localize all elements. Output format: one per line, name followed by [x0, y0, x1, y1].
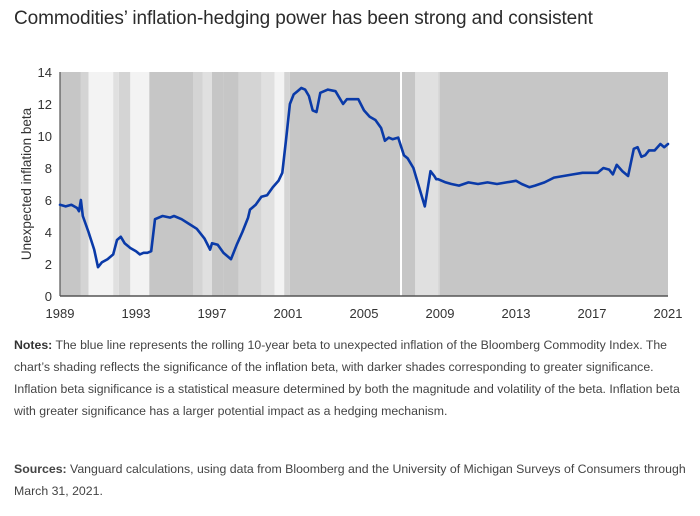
- x-tick-label: 1989: [46, 306, 75, 321]
- shading-band-mid: [438, 72, 440, 296]
- y-tick-label: 14: [38, 65, 52, 80]
- notes-label: Notes:: [14, 338, 53, 352]
- shading-band-dark: [402, 72, 416, 296]
- chart: 0 2 4 6 8 10 12 14 1989 1993 1997 2001 2005 2009 2013…: [19, 65, 683, 321]
- shading-band-mid: [284, 72, 290, 296]
- y-tick-label: 4: [45, 225, 52, 240]
- shading-band-dark: [60, 72, 81, 296]
- y-tick-label: 6: [45, 193, 52, 208]
- x-tick-label: 2013: [502, 306, 531, 321]
- shading-band-dark: [212, 72, 224, 296]
- notes-text: The blue line represents the rolling 10-…: [14, 338, 680, 418]
- shading-band-light: [415, 72, 439, 296]
- shading-band-white: [400, 72, 402, 296]
- y-axis-ticks: 0 2 4 6 8 10 12 14: [38, 65, 52, 304]
- series-group: [58, 86, 670, 269]
- shading-band-lightest: [274, 72, 285, 296]
- shading-band-dark: [149, 72, 193, 296]
- shading-band-dark: [223, 72, 239, 296]
- x-tick-label: 2021: [654, 306, 683, 321]
- y-tick-label: 0: [45, 289, 52, 304]
- sources: Sources: Vanguard calculations, using da…: [14, 458, 694, 502]
- y-tick-label: 12: [38, 97, 52, 112]
- sources-text: Vanguard calculations, using data from B…: [14, 462, 686, 498]
- y-tick-label: 10: [38, 129, 52, 144]
- sources-label: Sources:: [14, 462, 67, 476]
- y-tick-label: 2: [45, 257, 52, 272]
- x-tick-label: 2017: [578, 306, 607, 321]
- x-axis-ticks: 1989 1993 1997 2001 2005 2009 2013 2017 2021: [46, 306, 683, 321]
- x-tick-label: 1997: [198, 306, 227, 321]
- series-line-inflation-beta: [58, 86, 670, 269]
- shading-bands: [60, 72, 668, 296]
- shading-band-mid: [80, 72, 89, 296]
- shading-band-light: [261, 72, 275, 296]
- shading-band-mid: [238, 72, 262, 296]
- shading-band-light: [113, 72, 119, 296]
- shading-band-lightest: [130, 72, 150, 296]
- x-tick-label: 2009: [426, 306, 455, 321]
- shading-band-mid: [118, 72, 131, 296]
- shading-band-mid: [193, 72, 203, 296]
- notes: Notes: The blue line represents the roll…: [14, 334, 694, 422]
- y-axis-label: Unexpected inflation beta: [19, 107, 34, 260]
- chart-title: Commodities’ inflation-hedging power has…: [14, 8, 593, 29]
- x-tick-label: 2001: [274, 306, 303, 321]
- x-tick-label: 2005: [350, 306, 379, 321]
- y-tick-label: 8: [45, 161, 52, 176]
- shading-band-light: [202, 72, 212, 296]
- x-tick-label: 1993: [122, 306, 151, 321]
- shading-band-dark: [289, 72, 401, 296]
